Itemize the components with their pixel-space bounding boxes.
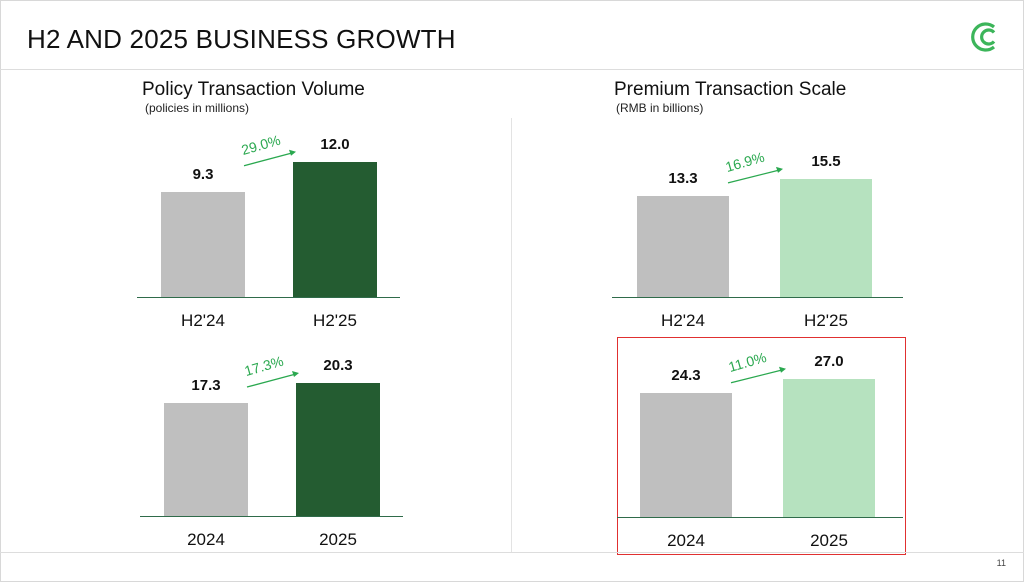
section-title-policy: Policy Transaction Volume <box>142 79 365 100</box>
category-label: 2025 <box>810 531 848 550</box>
category-label: H2'25 <box>804 311 848 330</box>
category-label: H2'24 <box>661 311 705 330</box>
bar-H2'24 <box>161 192 245 297</box>
x-axis-line <box>137 297 400 298</box>
bar-H2'25 <box>780 178 872 297</box>
value-label: 9.3 <box>192 166 214 184</box>
category-label: H2'24 <box>181 311 225 330</box>
value-label: 12.0 <box>320 135 350 153</box>
x-axis-line <box>617 517 903 518</box>
bar-2024 <box>640 392 732 517</box>
x-axis-line <box>612 297 903 298</box>
x-axis-line <box>140 516 403 517</box>
category-label: H2'25 <box>313 311 357 330</box>
section-subtitle-policy: (policies in millions) <box>145 101 250 115</box>
section-divider <box>511 118 512 553</box>
bar-2024 <box>164 402 248 516</box>
section-title-premium: Premium Transaction Scale <box>614 79 847 100</box>
value-label: 27.0 <box>814 352 844 370</box>
value-label: 15.5 <box>811 152 841 170</box>
bar-H2'24 <box>637 195 729 297</box>
company-logo-icon <box>971 22 996 52</box>
category-label: 2024 <box>187 530 225 549</box>
value-label: 13.3 <box>668 169 698 187</box>
value-label: 24.3 <box>671 366 701 384</box>
page-number: 11 <box>996 558 1006 568</box>
bar-H2'25 <box>293 161 377 297</box>
category-label: 2024 <box>667 531 705 550</box>
page-title: H2 AND 2025 BUSINESS GROWTH <box>27 24 456 54</box>
bar-2025 <box>783 378 875 517</box>
footer-divider <box>0 552 1024 553</box>
highlight-box <box>617 337 906 555</box>
value-label: 20.3 <box>323 357 353 375</box>
value-label: 17.3 <box>191 376 221 394</box>
bar-2025 <box>296 383 380 516</box>
section-subtitle-premium: (RMB in billions) <box>616 101 704 115</box>
category-label: 2025 <box>319 530 357 549</box>
header-divider <box>0 69 1024 70</box>
